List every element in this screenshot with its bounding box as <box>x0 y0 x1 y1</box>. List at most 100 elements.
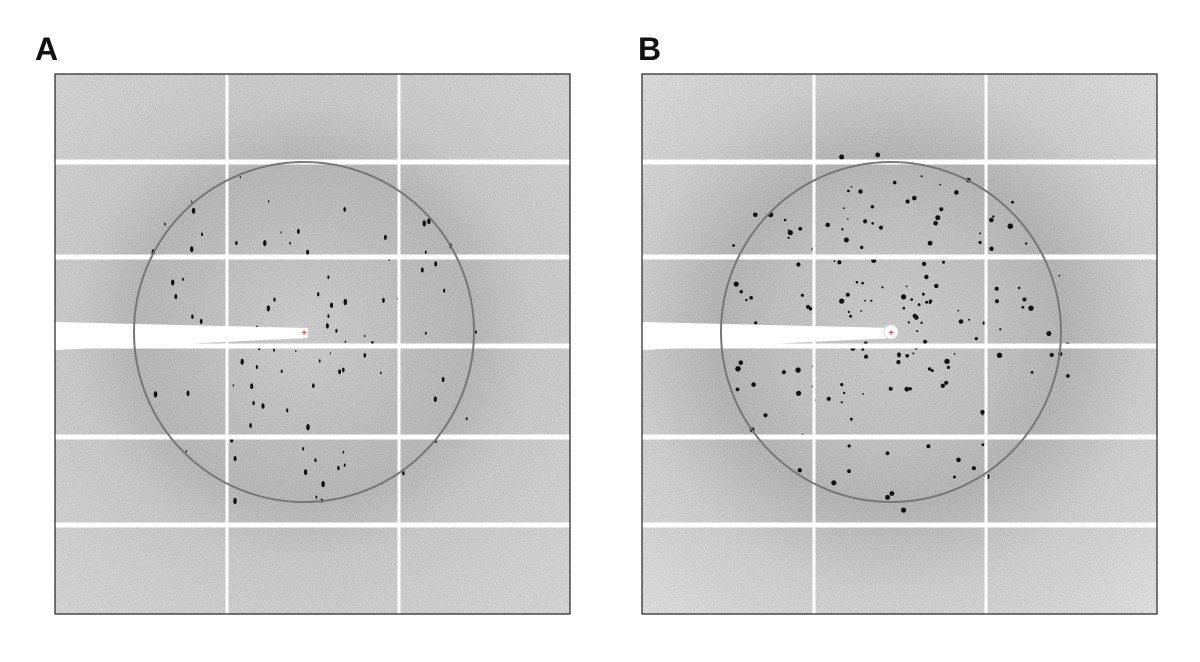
diffraction-spot <box>306 424 310 431</box>
diffraction-spot <box>905 285 908 288</box>
diffraction-spot <box>252 400 255 406</box>
diffraction-spot <box>240 358 244 365</box>
detector-gap <box>225 74 229 614</box>
diffraction-spot <box>329 302 334 309</box>
diffraction-spot <box>870 299 873 302</box>
diffraction-spot <box>280 231 282 234</box>
diffraction-spot <box>855 280 859 284</box>
diffraction-spot <box>321 480 325 488</box>
diffraction-spot <box>261 403 265 409</box>
diffraction-spot <box>235 240 238 246</box>
diffraction-spot <box>942 260 945 264</box>
diffraction-spot <box>934 283 939 289</box>
diffraction-spot <box>861 348 865 351</box>
diffraction-spot <box>840 401 843 404</box>
diffraction-spot <box>732 244 735 247</box>
diffraction-spot <box>989 217 994 223</box>
diffraction-spot <box>266 305 270 312</box>
detector-gap <box>642 434 1157 440</box>
diffraction-spot <box>344 340 346 344</box>
diffraction-spot <box>806 304 810 309</box>
diffraction-spot <box>840 383 844 387</box>
diffraction-spot <box>992 215 995 218</box>
detector-gap <box>812 74 816 614</box>
diffraction-spot <box>912 352 915 355</box>
diffraction-spot <box>297 228 300 234</box>
diffraction-spot <box>302 447 305 451</box>
diffraction-spot <box>420 267 424 273</box>
diffraction-spot <box>306 249 310 255</box>
diffraction-spot <box>879 225 883 230</box>
detector-gap <box>642 254 1157 260</box>
diffraction-spot <box>933 220 938 226</box>
diffraction-spot <box>280 369 283 373</box>
diffraction-spot <box>754 321 758 325</box>
diffraction-spot <box>944 380 949 385</box>
diffraction-spot <box>920 321 923 324</box>
diffraction-spot <box>171 279 175 286</box>
diffraction-spot <box>325 323 329 329</box>
diffraction-spot <box>314 458 317 463</box>
diffraction-spot <box>273 348 275 352</box>
diffraction-spot <box>164 222 166 226</box>
diffraction-spot <box>233 497 237 505</box>
detector-gap <box>642 343 1157 349</box>
diffraction-spot <box>897 352 901 357</box>
diffraction-spot <box>739 290 743 294</box>
diffraction-spot <box>974 337 978 341</box>
diffraction-image: + <box>54 73 571 615</box>
diffraction-spot <box>289 241 291 245</box>
beamstop <box>642 322 895 350</box>
diffraction-spot <box>268 200 270 203</box>
diffraction-spot <box>185 450 187 453</box>
diffraction-spot <box>847 469 851 474</box>
diffraction-spot <box>999 328 1002 331</box>
diffraction-spot <box>860 245 864 250</box>
diffraction-spot <box>797 468 802 473</box>
diffraction-spot <box>826 396 831 401</box>
diffraction-spot <box>885 494 891 500</box>
diffraction-spot <box>904 386 910 392</box>
diffraction-spot <box>787 229 790 231</box>
beam-center: + <box>888 328 894 339</box>
diffraction-spot <box>335 328 338 333</box>
diffraction-spot <box>1017 286 1021 290</box>
diffraction-spot <box>980 409 985 415</box>
diffraction-spot <box>831 480 837 486</box>
diffraction-spot <box>233 455 237 462</box>
diffraction-spot <box>850 186 853 188</box>
diffraction-spot <box>751 382 756 387</box>
diffraction-spot <box>329 352 331 355</box>
diffraction-spot <box>286 408 289 413</box>
diffraction-spot <box>1046 331 1052 337</box>
diffraction-spot <box>939 207 944 212</box>
diffraction-spot <box>871 222 874 225</box>
diffraction-spot <box>849 314 852 318</box>
diffraction-spot <box>902 306 906 310</box>
diffraction-spot <box>845 292 850 297</box>
diffraction-spot <box>952 475 956 479</box>
diffraction-spot <box>1022 297 1027 302</box>
diffraction-spot <box>885 451 890 456</box>
resolution-ring <box>720 161 1062 503</box>
diffraction-spot <box>922 292 925 296</box>
diffraction-spot <box>995 299 999 304</box>
diffraction-spot <box>427 218 431 225</box>
detector-gap <box>642 522 1157 528</box>
diffraction-spot <box>434 261 438 267</box>
diffraction-spot <box>825 222 830 228</box>
diffraction-spot <box>1025 242 1028 245</box>
diffraction-spot <box>944 358 950 365</box>
diffraction-spot <box>1007 223 1014 229</box>
diffraction-spot <box>796 390 802 396</box>
diffraction-spot <box>1049 352 1054 358</box>
diffraction-spot <box>239 176 241 179</box>
panel-frame <box>641 73 1158 615</box>
diffraction-spot <box>847 310 851 314</box>
diffraction-spot <box>735 366 741 372</box>
diffraction-spot <box>295 349 297 353</box>
diffraction-spot <box>783 218 787 222</box>
diffraction-spot <box>924 274 929 280</box>
diffraction-spot <box>930 369 934 373</box>
